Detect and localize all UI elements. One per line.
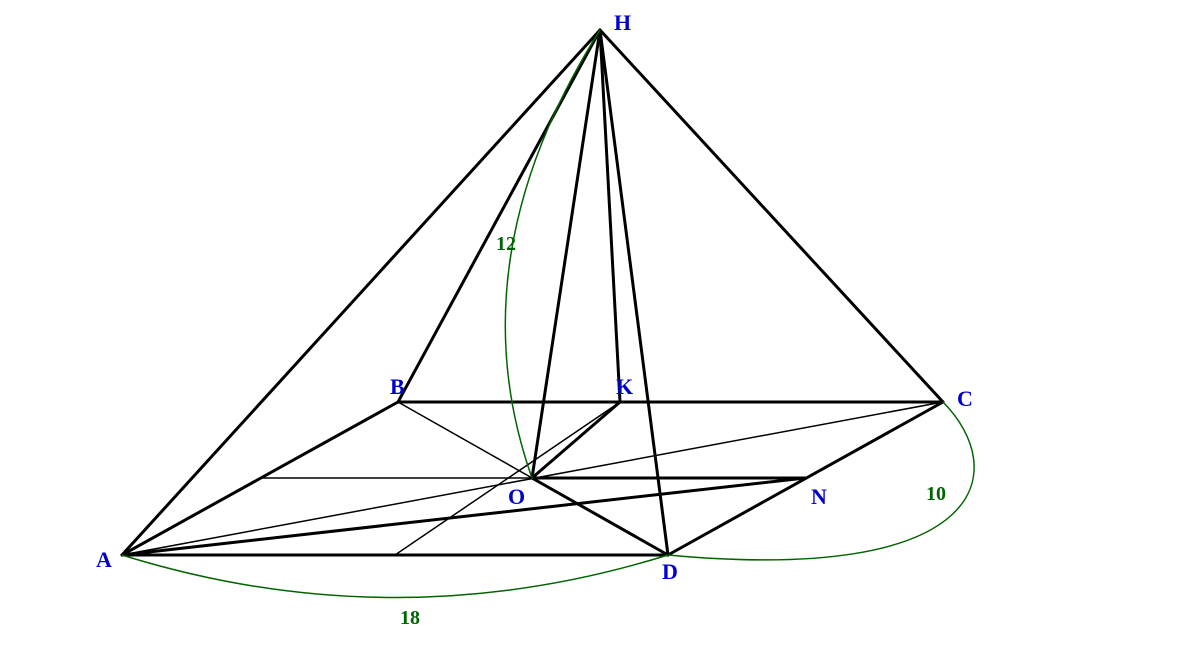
vertex-label-K: K	[616, 374, 633, 399]
edge	[532, 478, 668, 555]
vertex-label-C: C	[957, 386, 973, 411]
dimension-curve	[505, 30, 600, 478]
vertex-label-H: H	[614, 10, 631, 35]
dimension-label: 18	[400, 607, 420, 629]
edge	[600, 30, 943, 402]
vertex-label-A: A	[96, 547, 112, 572]
pyramid-diagram: 12 18 10 A B C D H O K N	[0, 0, 1200, 667]
edge	[600, 30, 668, 555]
vertex-label-D: D	[662, 559, 678, 584]
vertex-label-B: B	[390, 374, 405, 399]
edge	[532, 402, 620, 478]
edge	[398, 30, 600, 402]
dimension-curve	[122, 555, 668, 598]
vertex-label-O: O	[508, 484, 525, 509]
edge	[122, 478, 805, 555]
edge	[532, 30, 600, 478]
edge	[600, 30, 620, 402]
vertex-label-N: N	[811, 484, 827, 509]
dimension-label: 12	[496, 233, 516, 255]
dimension-label: 10	[926, 483, 946, 505]
dimension-curve	[668, 402, 974, 560]
